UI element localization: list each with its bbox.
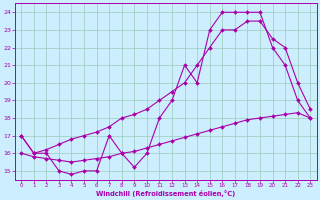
X-axis label: Windchill (Refroidissement éolien,°C): Windchill (Refroidissement éolien,°C): [96, 190, 236, 197]
